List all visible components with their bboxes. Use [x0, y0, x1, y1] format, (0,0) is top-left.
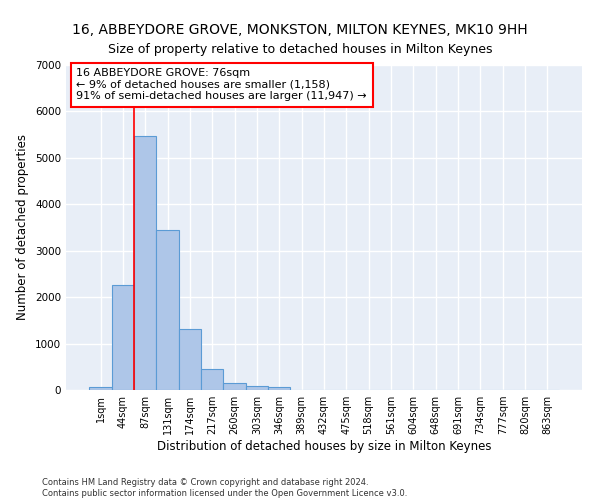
Text: 16 ABBEYDORE GROVE: 76sqm
← 9% of detached houses are smaller (1,158)
91% of sem: 16 ABBEYDORE GROVE: 76sqm ← 9% of detach… — [76, 68, 367, 102]
Bar — [112, 284, 134, 390]
X-axis label: Distribution of detached houses by size in Milton Keynes: Distribution of detached houses by size … — [157, 440, 491, 453]
Bar — [246, 386, 268, 390]
Bar — [89, 386, 112, 390]
Text: Contains HM Land Registry data © Crown copyright and database right 2024.
Contai: Contains HM Land Registry data © Crown c… — [42, 478, 407, 498]
Bar — [179, 328, 201, 390]
Y-axis label: Number of detached properties: Number of detached properties — [16, 134, 29, 320]
Bar — [157, 230, 179, 390]
Text: Size of property relative to detached houses in Milton Keynes: Size of property relative to detached ho… — [108, 42, 492, 56]
Text: 16, ABBEYDORE GROVE, MONKSTON, MILTON KEYNES, MK10 9HH: 16, ABBEYDORE GROVE, MONKSTON, MILTON KE… — [72, 22, 528, 36]
Bar — [223, 383, 246, 390]
Bar — [201, 368, 223, 390]
Bar — [134, 136, 157, 390]
Bar — [268, 388, 290, 390]
